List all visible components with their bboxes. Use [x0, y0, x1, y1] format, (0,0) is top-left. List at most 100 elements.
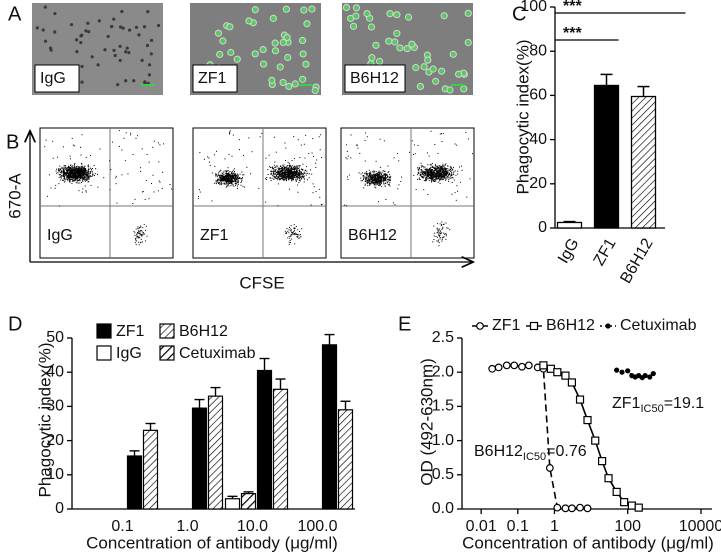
cell: [141, 59, 144, 62]
cell-stain: [300, 77, 305, 82]
cell: [114, 54, 117, 57]
event-dot: [436, 171, 437, 172]
event-dot: [432, 241, 433, 242]
cell: [36, 26, 39, 29]
event-dot: [241, 181, 242, 182]
event-dot: [433, 170, 434, 171]
event-dot: [232, 178, 233, 179]
event-dot: [439, 165, 440, 166]
event-dot: [376, 161, 377, 162]
event-dot: [299, 178, 300, 179]
event-dot: [368, 181, 369, 182]
event-dot: [225, 158, 226, 159]
event-dot: [277, 179, 278, 180]
event-dot: [289, 167, 290, 168]
legend-label: ZF1: [116, 323, 145, 340]
event-dot: [389, 185, 390, 186]
event-dot: [370, 178, 371, 179]
significance-label: ***: [563, 0, 582, 15]
event-dot: [315, 167, 316, 168]
event-dot: [142, 148, 143, 149]
event-dot: [288, 178, 289, 179]
point: [577, 504, 584, 511]
event-dot: [287, 169, 288, 170]
event-dot: [427, 152, 428, 153]
event-dot: [229, 176, 230, 177]
event-dot: [58, 170, 59, 171]
event-dot: [223, 177, 224, 178]
event-dot: [224, 171, 225, 172]
event-dot: [281, 173, 282, 174]
event-dot: [277, 178, 278, 179]
event-dot: [91, 169, 92, 170]
event-dot: [439, 173, 440, 174]
cell-stain: [313, 88, 318, 93]
event-dot: [74, 163, 75, 164]
event-dot: [371, 177, 372, 178]
event-dot: [301, 228, 302, 229]
event-dot: [382, 172, 383, 173]
event-dot: [465, 132, 466, 133]
event-dot: [143, 232, 144, 233]
event-dot: [347, 179, 348, 180]
point: [519, 363, 526, 370]
event-dot: [437, 237, 438, 238]
micrograph: ZF1: [190, 3, 321, 95]
event-dot: [371, 178, 372, 179]
event-dot: [61, 171, 62, 172]
cell: [53, 12, 56, 15]
event-dot: [136, 234, 137, 235]
event-dot: [116, 176, 117, 177]
cell: [119, 45, 122, 48]
cell-stain: [413, 65, 418, 70]
event-dot: [119, 146, 120, 147]
event-dot: [455, 175, 456, 176]
event-dot: [231, 181, 232, 182]
event-dot: [446, 173, 447, 174]
event-dot: [378, 183, 379, 184]
event-dot: [237, 188, 238, 189]
event-dot: [88, 177, 89, 178]
event-dot: [372, 176, 373, 177]
event-dot: [437, 173, 438, 174]
event-dot: [72, 167, 73, 168]
event-dot: [85, 185, 86, 186]
event-dot: [305, 173, 306, 174]
event-dot: [286, 168, 287, 169]
event-dot: [298, 174, 299, 175]
event-dot: [238, 182, 239, 183]
event-dot: [274, 177, 275, 178]
event-dot: [285, 175, 286, 176]
event-dot: [415, 153, 416, 154]
event-dot: [275, 167, 276, 168]
event-dot: [433, 226, 434, 227]
cell: [119, 25, 122, 28]
cell-stain: [387, 11, 392, 16]
event-dot: [53, 158, 54, 159]
event-dot: [448, 170, 449, 171]
event-dot: [90, 173, 91, 174]
event-dot: [436, 174, 437, 175]
point: [584, 505, 591, 512]
event-dot: [447, 176, 448, 177]
cell: [49, 46, 52, 49]
event-dot: [379, 173, 380, 174]
event-dot: [310, 169, 311, 170]
event-dot: [297, 179, 298, 180]
event-dot: [320, 134, 321, 135]
point: [605, 475, 612, 482]
event-dot: [372, 183, 373, 184]
event-dot: [359, 153, 360, 154]
event-dot: [94, 175, 95, 176]
event-dot: [346, 144, 347, 145]
event-dot: [440, 166, 441, 167]
event-dot: [220, 170, 221, 171]
event-dot: [377, 179, 378, 180]
event-dot: [162, 188, 163, 189]
bar: [323, 345, 337, 509]
event-dot: [430, 178, 431, 179]
event-dot: [76, 171, 77, 172]
event-dot: [299, 174, 300, 175]
y-tick-label: 0: [538, 219, 547, 236]
event-dot: [290, 242, 291, 243]
